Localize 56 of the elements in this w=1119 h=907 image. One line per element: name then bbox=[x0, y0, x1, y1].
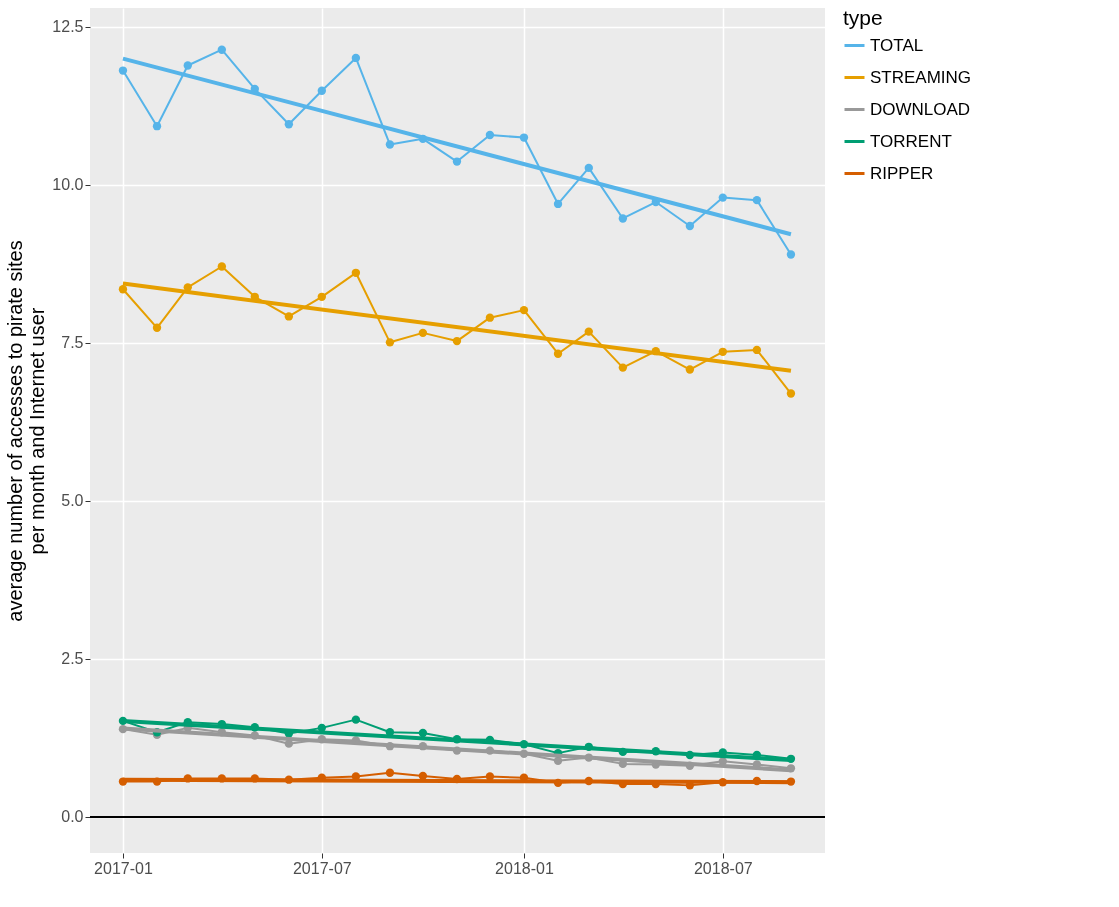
point bbox=[685, 221, 695, 231]
point bbox=[685, 365, 695, 374]
point bbox=[786, 389, 796, 398]
point bbox=[519, 305, 529, 315]
legend-label: DOWNLOAD bbox=[870, 99, 971, 119]
x-tick-label: 2017-07 bbox=[292, 859, 352, 877]
legend-label: RIPPER bbox=[870, 163, 934, 183]
point bbox=[418, 328, 428, 338]
point bbox=[317, 86, 326, 95]
point bbox=[284, 120, 294, 129]
point bbox=[485, 313, 495, 322]
point bbox=[452, 336, 462, 346]
point bbox=[385, 140, 395, 149]
point bbox=[385, 768, 395, 777]
point bbox=[553, 199, 563, 209]
point bbox=[385, 338, 395, 347]
point bbox=[519, 133, 529, 142]
y-tick-label: 2.5 bbox=[61, 650, 84, 668]
point bbox=[418, 728, 428, 738]
point bbox=[752, 345, 762, 355]
y-axis-title: average number of accesses to pirate sites per month and Internet user bbox=[4, 240, 49, 622]
point bbox=[183, 61, 192, 70]
x-tick-label: 2018-01 bbox=[495, 859, 554, 877]
point bbox=[217, 45, 227, 54]
point bbox=[217, 262, 227, 271]
y-tick-label: 0.0 bbox=[61, 808, 84, 826]
legend-label: STREAMING bbox=[870, 67, 972, 87]
point bbox=[452, 157, 462, 166]
y-tick-label: 10.0 bbox=[52, 176, 84, 194]
point bbox=[351, 715, 361, 724]
y-tick-label: 12.5 bbox=[52, 18, 84, 36]
point bbox=[618, 363, 628, 372]
point bbox=[718, 347, 728, 356]
point bbox=[786, 250, 796, 259]
point bbox=[553, 349, 563, 358]
point bbox=[284, 312, 294, 321]
point bbox=[584, 163, 593, 173]
y-tick-label: 5.0 bbox=[61, 492, 84, 510]
x-tick-label: 2018-07 bbox=[693, 859, 753, 877]
legend-label: TOTAL bbox=[870, 35, 924, 55]
y-tick-label: 7.5 bbox=[61, 334, 84, 352]
point bbox=[317, 292, 326, 301]
point bbox=[118, 66, 128, 75]
point bbox=[351, 53, 361, 63]
point bbox=[152, 122, 162, 131]
point bbox=[584, 327, 593, 336]
point bbox=[752, 195, 762, 205]
point bbox=[618, 214, 628, 223]
point bbox=[152, 323, 162, 332]
legend-title: type bbox=[843, 6, 883, 29]
point bbox=[485, 130, 495, 140]
point bbox=[118, 285, 128, 294]
point bbox=[718, 193, 728, 202]
legend-label: TORRENT bbox=[870, 131, 952, 151]
point bbox=[351, 268, 361, 277]
x-tick-label: 2017-01 bbox=[94, 859, 153, 877]
